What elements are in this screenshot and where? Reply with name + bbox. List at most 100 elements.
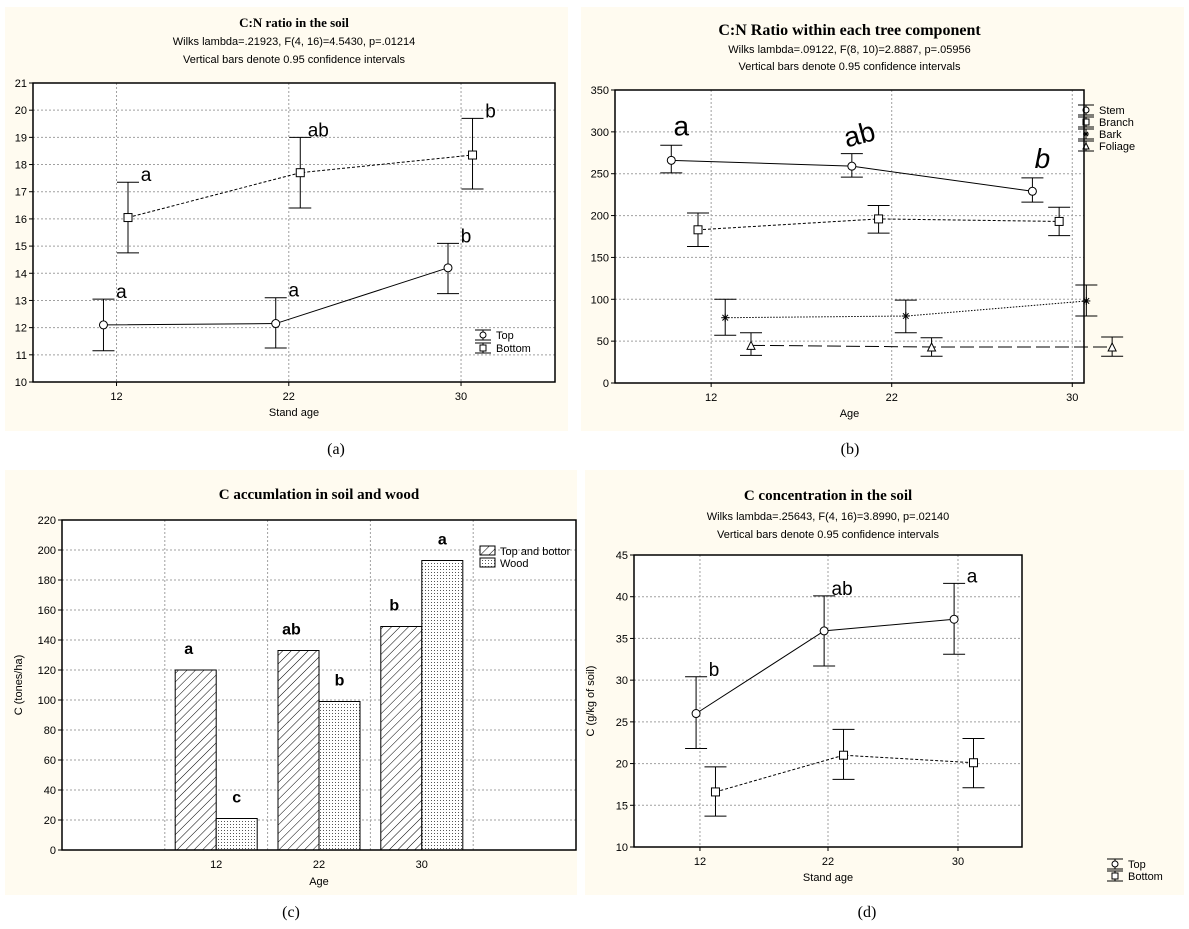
x-tick-label: 22 bbox=[886, 392, 898, 404]
x-tick-label: 22 bbox=[283, 391, 295, 403]
y-axis-label: C (g/kg of soil) bbox=[585, 666, 597, 737]
caption-b: (b) bbox=[840, 441, 860, 458]
significance-letter: ab bbox=[832, 579, 853, 600]
chart-b: C:N Ratio within each tree component Wilk… bbox=[591, 22, 1135, 420]
x-tick-label: 22 bbox=[313, 859, 325, 871]
y-tick-label: 20 bbox=[44, 815, 56, 827]
y-tick-label: 200 bbox=[591, 211, 609, 223]
significance-letter: a bbox=[116, 282, 127, 303]
panel-c: C accumlation in soil and wood 0 20 40 60 80 1… bbox=[5, 470, 577, 895]
marker-square-icon bbox=[1054, 216, 1064, 226]
y-tick-label: 350 bbox=[591, 85, 609, 97]
y-tick-label: 100 bbox=[591, 294, 609, 306]
y-tick-label: 11 bbox=[16, 350, 27, 362]
y-tick-label: 19 bbox=[15, 132, 27, 144]
chart-c: C accumlation in soil and wood 0 20 40 60 80 1… bbox=[13, 487, 577, 888]
marker-circle-icon bbox=[691, 709, 701, 719]
bar bbox=[421, 560, 464, 851]
y-tick-label: 250 bbox=[591, 169, 609, 181]
marker-square-icon bbox=[295, 168, 305, 178]
legend-item: Wood bbox=[479, 557, 529, 570]
marker-square-icon bbox=[468, 150, 478, 160]
x-tick-label: 30 bbox=[416, 859, 428, 871]
plot-area bbox=[615, 90, 1084, 383]
marker-square-icon bbox=[1111, 872, 1119, 880]
marker-square-icon bbox=[874, 214, 884, 224]
marker-circle-icon bbox=[98, 320, 108, 330]
panel-b: C:N Ratio within each tree component Wilk… bbox=[581, 7, 1184, 431]
y-tick-label: 120 bbox=[38, 665, 56, 677]
y-tick-label: 20 bbox=[15, 105, 27, 117]
y-tick-label: 100 bbox=[38, 695, 56, 707]
legend-label: Foliage bbox=[1099, 141, 1135, 153]
series-branch bbox=[687, 205, 1071, 248]
marker-asterisk-icon bbox=[901, 312, 910, 321]
x-axis-label: Stand age bbox=[269, 407, 319, 419]
chart-title: C:N Ratio within each tree component bbox=[718, 22, 981, 39]
series-top: b ab a bbox=[685, 566, 978, 750]
x-tick-label: 30 bbox=[1066, 392, 1078, 404]
legend-label: Branch bbox=[1099, 117, 1134, 129]
significance-letter: b bbox=[485, 101, 496, 122]
marker-circle-icon bbox=[819, 626, 829, 636]
y-tick-label: 25 bbox=[616, 717, 628, 729]
legend-label: Top and bottor bbox=[500, 546, 571, 558]
marker-circle-icon bbox=[1027, 186, 1037, 196]
caption-c: (c) bbox=[282, 904, 300, 921]
y-tick-label: 300 bbox=[591, 127, 609, 139]
plot-frame bbox=[614, 89, 1085, 384]
bar bbox=[380, 626, 423, 851]
y-axis-label: C (tones/ha) bbox=[13, 655, 25, 716]
y-tick-label: 15 bbox=[15, 241, 27, 253]
bar bbox=[318, 701, 361, 851]
y-tick-label: 12 bbox=[15, 323, 27, 335]
significance-letter: a bbox=[184, 641, 193, 658]
legend-swatch bbox=[479, 557, 496, 568]
series-top-and-bottom: a ab b bbox=[174, 598, 423, 851]
marker-circle-icon bbox=[271, 319, 281, 329]
x-tick-label: 12 bbox=[705, 392, 717, 404]
marker-triangle-icon bbox=[1107, 341, 1117, 352]
series-top: a a b bbox=[92, 226, 471, 352]
chart-title: C accumlation in soil and wood bbox=[219, 487, 420, 503]
significance-letter: a bbox=[967, 566, 978, 587]
legend-item: Top bbox=[475, 329, 514, 342]
marker-circle-icon bbox=[666, 155, 676, 165]
legend-label: Bark bbox=[1099, 129, 1122, 141]
y-tick-label: 45 bbox=[616, 550, 628, 562]
chart-d: C concentration in the soil Wilks lambda=… bbox=[585, 488, 1163, 884]
y-tick-label: 10 bbox=[15, 377, 27, 389]
panel-d: C concentration in the soil Wilks lambda=… bbox=[585, 470, 1184, 895]
marker-triangle-icon bbox=[926, 341, 937, 352]
y-tick-label: 160 bbox=[38, 605, 56, 617]
chart-subtitle: Wilks lambda=.09122, F(8, 10)=2.8887, p=… bbox=[728, 44, 970, 56]
significance-letter: b bbox=[389, 598, 399, 615]
x-tick-label: 22 bbox=[822, 856, 834, 868]
chart-title: C concentration in the soil bbox=[744, 488, 912, 504]
legend-item: Bark bbox=[1078, 128, 1122, 141]
plot-frame bbox=[61, 519, 577, 851]
legend-item: Top and bottor bbox=[479, 545, 571, 558]
y-tick-label: 0 bbox=[50, 845, 56, 857]
legend-item: Top bbox=[1107, 858, 1146, 871]
plot-frame bbox=[32, 82, 556, 383]
caption-d: (d) bbox=[857, 904, 877, 921]
marker-square-icon bbox=[123, 213, 133, 223]
x-tick-label: 12 bbox=[694, 856, 706, 868]
legend-label: Top bbox=[1128, 859, 1146, 871]
marker-circle-icon bbox=[847, 161, 857, 171]
plot-frame bbox=[633, 554, 1023, 848]
legend-item: Stem bbox=[1078, 104, 1125, 117]
marker-circle-icon bbox=[1111, 860, 1119, 868]
marker-square-icon bbox=[710, 787, 720, 797]
significance-letter: b bbox=[335, 673, 345, 690]
marker-triangle-icon bbox=[746, 340, 756, 350]
x-axis-label: Age bbox=[840, 408, 860, 420]
marker-circle-icon bbox=[479, 331, 487, 339]
y-tick-label: 60 bbox=[44, 755, 56, 767]
panel-a: C:N ratio in the soil Wilks lambda=.21923… bbox=[5, 7, 568, 431]
marker-square-icon bbox=[693, 225, 703, 235]
